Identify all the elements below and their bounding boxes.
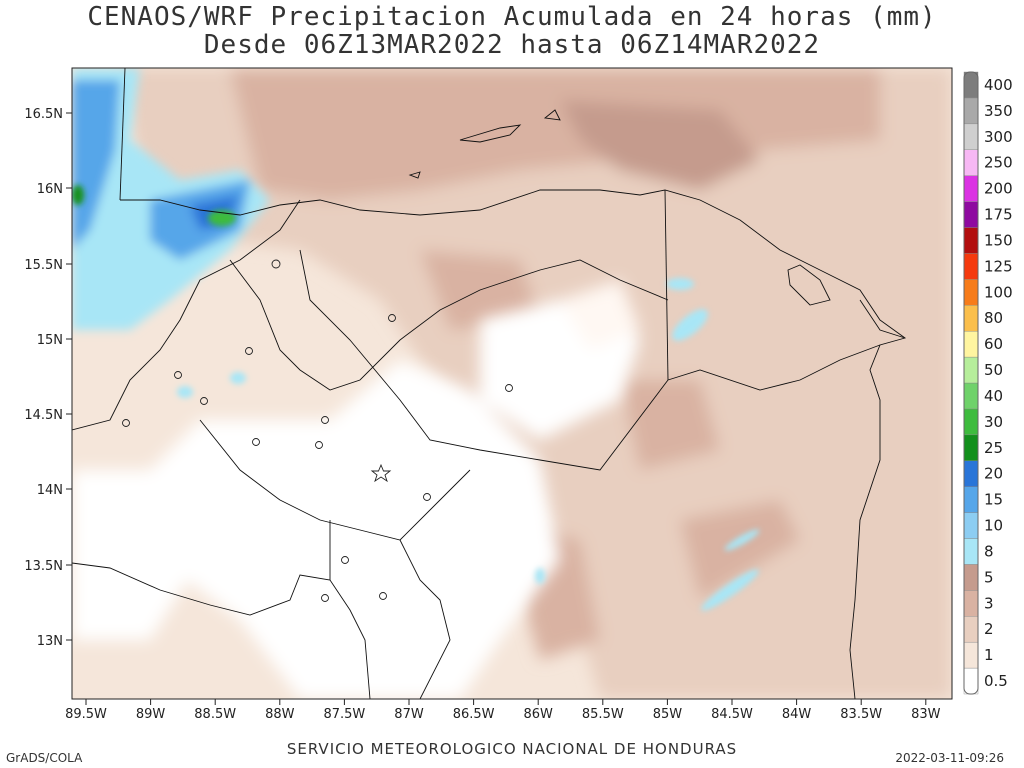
map-subtitle: Desde 06Z13MAR2022 hasta 06Z14MAR2022 bbox=[203, 30, 821, 60]
city-markers bbox=[122, 259, 513, 602]
colorbar-label: 150 bbox=[984, 231, 1013, 249]
run-timestamp: 2022-03-11-09:26 bbox=[895, 751, 1004, 765]
colorbar-swatch bbox=[963, 175, 979, 202]
colorbar-swatch bbox=[963, 512, 979, 539]
precipitation-field bbox=[72, 68, 952, 699]
colorbar-swatch bbox=[963, 356, 979, 384]
colorbar-swatch bbox=[963, 97, 979, 125]
colorbar-swatch bbox=[963, 253, 979, 280]
colorbar-label: 100 bbox=[984, 283, 1013, 301]
lat-tick-label: 16.5N bbox=[24, 107, 63, 122]
latitude-axis: 16.5N 16N 15.5N 15N 14.5N 14N 13.5N 13N bbox=[24, 107, 72, 649]
colorbar-label: 5 bbox=[984, 568, 994, 586]
colorbar-label: 40 bbox=[984, 387, 1003, 405]
lon-tick-label: 84.5W bbox=[711, 707, 753, 722]
colorbar-swatch bbox=[963, 434, 979, 461]
lon-tick-label: 87.5W bbox=[323, 707, 365, 722]
lon-tick-label: 85W bbox=[653, 707, 683, 722]
colorbar-swatch bbox=[963, 667, 979, 695]
colorbar-label: 50 bbox=[984, 361, 1003, 379]
lon-tick-label: 86W bbox=[523, 707, 553, 722]
colorbar-label: 125 bbox=[984, 257, 1013, 275]
colorbar-label: 200 bbox=[984, 180, 1013, 198]
map-title: CENAOS/WRF Precipitacion Acumulada en 24… bbox=[87, 2, 937, 32]
lon-tick-label: 89.5W bbox=[65, 707, 107, 722]
colorbar-swatch bbox=[963, 227, 979, 254]
colorbar-label: 3 bbox=[984, 594, 994, 612]
colorbar-legend: 0.5 1 2 3 5 8 10 15 20 25 30 40 50 60 80 100 125 150 175 20… bbox=[963, 71, 1013, 695]
colorbar-swatch bbox=[963, 641, 979, 669]
agency-name: SERVICIO METEOROLOGICO NACIONAL DE HONDU… bbox=[286, 740, 738, 758]
lon-tick-label: 83.5W bbox=[840, 707, 882, 722]
colorbar-label: 350 bbox=[984, 102, 1013, 120]
colorbar-label: 25 bbox=[984, 439, 1003, 457]
colorbar-swatch bbox=[963, 305, 979, 332]
colorbar-label: 1 bbox=[984, 646, 994, 664]
colorbar-swatch bbox=[963, 279, 979, 306]
lon-tick-label: 88.5W bbox=[194, 707, 236, 722]
colorbar-label: 0.5 bbox=[984, 672, 1008, 690]
colorbar-swatch bbox=[963, 486, 979, 513]
lon-tick-label: 84W bbox=[782, 707, 812, 722]
colorbar-swatch bbox=[963, 538, 979, 565]
colorbar-swatch bbox=[963, 149, 979, 176]
lon-tick-label: 87W bbox=[394, 707, 424, 722]
colorbar-label: 175 bbox=[984, 206, 1013, 224]
colorbar-label: 10 bbox=[984, 517, 1003, 535]
colorbar-label: 80 bbox=[984, 309, 1003, 327]
plot-frame bbox=[71, 67, 953, 700]
colorbar-swatch bbox=[963, 201, 979, 228]
lon-tick-label: 88W bbox=[265, 707, 295, 722]
colorbar-label: 8 bbox=[984, 542, 994, 560]
colorbar-swatch bbox=[963, 330, 979, 358]
colorbar-swatch bbox=[963, 71, 979, 99]
colorbar-label: 60 bbox=[984, 335, 1003, 353]
country-borders bbox=[72, 68, 907, 699]
lon-tick-label: 89W bbox=[136, 707, 166, 722]
colorbar-swatch bbox=[963, 460, 979, 487]
lat-tick-label: 15.5N bbox=[24, 258, 63, 273]
colorbar-label: 250 bbox=[984, 154, 1013, 172]
colorbar-label: 300 bbox=[984, 128, 1013, 146]
longitude-axis: 89.5W 89W 88.5W 88W 87.5W 87W 86.5W 86W 85.5W 85W… bbox=[65, 699, 941, 722]
lat-tick-label: 14.5N bbox=[24, 408, 63, 423]
colorbar-swatch bbox=[963, 382, 979, 410]
lon-tick-label: 86.5W bbox=[453, 707, 495, 722]
colorbar-label: 400 bbox=[984, 76, 1013, 94]
colorbar-label: 20 bbox=[984, 465, 1003, 483]
colorbar-label: 30 bbox=[984, 413, 1003, 431]
colorbar-label: 2 bbox=[984, 620, 994, 638]
colorbar-label: 15 bbox=[984, 491, 1003, 509]
colorbar-swatch bbox=[963, 564, 979, 591]
lon-tick-label: 85.5W bbox=[582, 707, 624, 722]
colorbar-swatch bbox=[963, 590, 979, 617]
colorbar-frame bbox=[963, 71, 979, 695]
lon-tick-label: 83W bbox=[911, 707, 941, 722]
lat-tick-label: 14N bbox=[37, 483, 63, 498]
lat-tick-label: 13N bbox=[37, 634, 63, 649]
capital-star-icon bbox=[370, 463, 392, 483]
colorbar-swatch bbox=[963, 616, 979, 643]
software-credit: GrADS/COLA bbox=[6, 751, 83, 765]
colorbar-swatch bbox=[963, 123, 979, 150]
colorbar-swatch bbox=[963, 408, 979, 436]
lat-tick-label: 16N bbox=[37, 182, 63, 197]
lat-tick-label: 13.5N bbox=[24, 559, 63, 574]
lat-tick-label: 15N bbox=[37, 333, 63, 348]
